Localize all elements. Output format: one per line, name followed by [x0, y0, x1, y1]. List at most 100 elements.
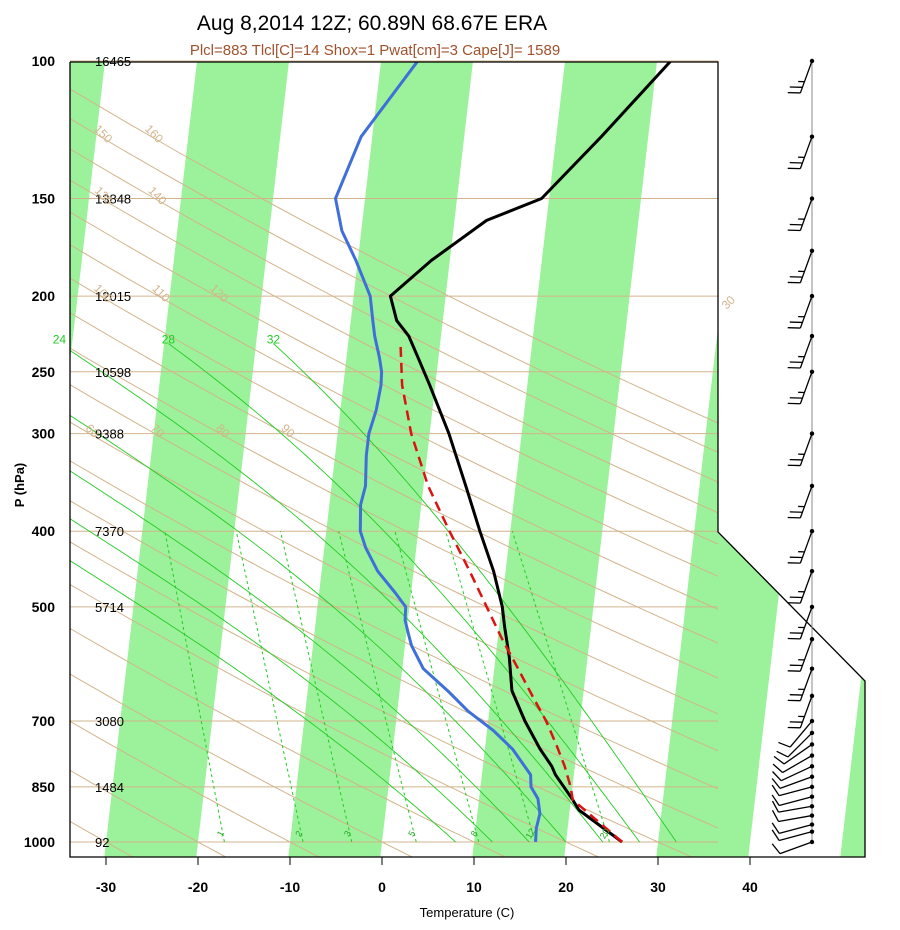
wind-barb-flag: [771, 810, 780, 822]
wind-barb-shaft: [778, 796, 813, 807]
sounding-series-layer: [334, 62, 672, 844]
wind-barb-station: [809, 730, 815, 736]
dry-adiabat: [70, 277, 718, 610]
dry-adiabat: [70, 500, 718, 829]
y-tick-label: 300: [32, 426, 56, 442]
dry-adiabat: [70, 347, 718, 679]
wind-barb-station: [809, 829, 815, 834]
height-label: 92: [95, 835, 109, 850]
x-tick-label: -10: [280, 879, 300, 895]
temperature-band: [70, 62, 105, 362]
y-tick-label: 100: [32, 53, 56, 69]
moist-adiabat-layer: [70, 343, 677, 843]
wind-barb-station: [809, 196, 815, 201]
wind-barb-shaft: [778, 823, 813, 835]
wind-barb-shaft: [799, 136, 813, 169]
moist-adiabat: [70, 349, 604, 843]
temperature-band: [472, 62, 657, 857]
height-label: 12015: [95, 289, 131, 304]
dry-adiabat: [70, 820, 134, 857]
mixing-ratio-line: [338, 531, 417, 843]
wind-barb-flag: [771, 822, 780, 834]
wind-barb-station: [809, 764, 815, 769]
dry-adiabat: [70, 117, 718, 453]
temperature-band-layer: [70, 62, 718, 857]
wind-barb-flag: [776, 750, 789, 758]
x-tick-label: 20: [558, 879, 574, 895]
wind-barb-shaft: [783, 743, 813, 765]
wind-barb-station: [809, 293, 815, 299]
wind-barb-station: [809, 742, 815, 747]
temperature-band: [656, 327, 718, 857]
mixing-ratio-line: [511, 531, 610, 843]
wind-barb-shaft: [778, 805, 813, 813]
wind-barb-shaft: [799, 198, 813, 231]
wind-barb-station: [809, 693, 815, 699]
wind-barb-shaft: [787, 732, 813, 758]
skewed-temperature-label: 30: [719, 293, 739, 313]
dry-adiabat: [70, 769, 228, 857]
x-tick-label: -30: [96, 879, 116, 895]
wind-barb-flag: [771, 829, 780, 841]
dry-adiabat: [70, 148, 718, 483]
wind-barb-layer: [771, 58, 815, 855]
dry-adiabat-label: 160: [142, 122, 166, 146]
dry-adiabat: [70, 179, 718, 514]
wind-barb-flag: [772, 771, 782, 782]
chart-subtitle: Plcl=883 Tlcl[C]=14 Shox=1 Pwat[cm]=3 Ca…: [190, 42, 560, 59]
temperature-line: [388, 62, 672, 844]
wind-barb-shaft: [799, 371, 813, 404]
wind-barb-station: [809, 774, 815, 779]
wind-barb-station: [809, 529, 815, 534]
wind-barb-shaft: [779, 776, 813, 789]
height-label: 5714: [95, 600, 124, 615]
mixing-ratio-label: 3: [342, 829, 353, 838]
moist-adiabat-label: 28: [162, 333, 176, 347]
dry-adiabat-layer: [70, 88, 718, 857]
mixing-ratio-label: 12: [524, 827, 538, 841]
x-tick-label: 0: [378, 879, 386, 895]
wind-barb-station: [809, 369, 815, 374]
wind-barb-flag: [771, 778, 781, 789]
dry-adiabat: [70, 421, 718, 752]
mixing-ratio-label: 1: [215, 829, 226, 838]
dry-adiabat: [70, 211, 718, 545]
dry-adiabat: [70, 627, 507, 857]
mixing-ratio-label: 8: [469, 829, 480, 838]
wind-barb-station: [809, 568, 815, 574]
wind-barb-shaft: [780, 765, 813, 782]
dry-adiabat: [70, 244, 718, 577]
wind-barb-shaft: [799, 485, 813, 519]
wind-barb-station: [809, 804, 815, 809]
temperature-band: [104, 62, 289, 857]
moist-adiabat: [70, 560, 456, 843]
wind-barb-flag: [771, 800, 780, 813]
plot-frame: [69, 61, 866, 858]
wind-barb-flag: [771, 794, 780, 806]
mixing-ratio-label: 5: [406, 829, 417, 838]
wind-barb-station: [809, 333, 815, 339]
height-label: 9388: [95, 427, 124, 442]
wind-barb-station: [809, 604, 815, 610]
wind-barb-flag: [773, 755, 785, 765]
wind-barb-shaft: [799, 433, 813, 466]
dry-adiabat: [70, 384, 718, 715]
moist-adiabat: [70, 470, 530, 843]
height-label: 13848: [95, 192, 131, 207]
wind-barb-station: [809, 134, 815, 139]
parcel-line: [399, 343, 623, 843]
mixing-ratio-label: 20: [598, 827, 612, 841]
dry-adiabat: [70, 460, 718, 790]
mixing-ratio-label: 2: [293, 829, 304, 838]
wind-barb-flag: [772, 763, 783, 774]
dry-adiabat-label: 140: [145, 184, 169, 208]
wind-barb-shaft: [778, 814, 813, 823]
wind-barb-flag: [778, 741, 791, 748]
mixing-ratio-layer: [164, 531, 610, 843]
wind-barb-flag: [771, 843, 781, 855]
wind-barb-station: [809, 839, 815, 845]
wind-barb-station: [809, 718, 815, 724]
wind-barb-station: [809, 637, 815, 642]
x-tick-label: 30: [650, 879, 666, 895]
